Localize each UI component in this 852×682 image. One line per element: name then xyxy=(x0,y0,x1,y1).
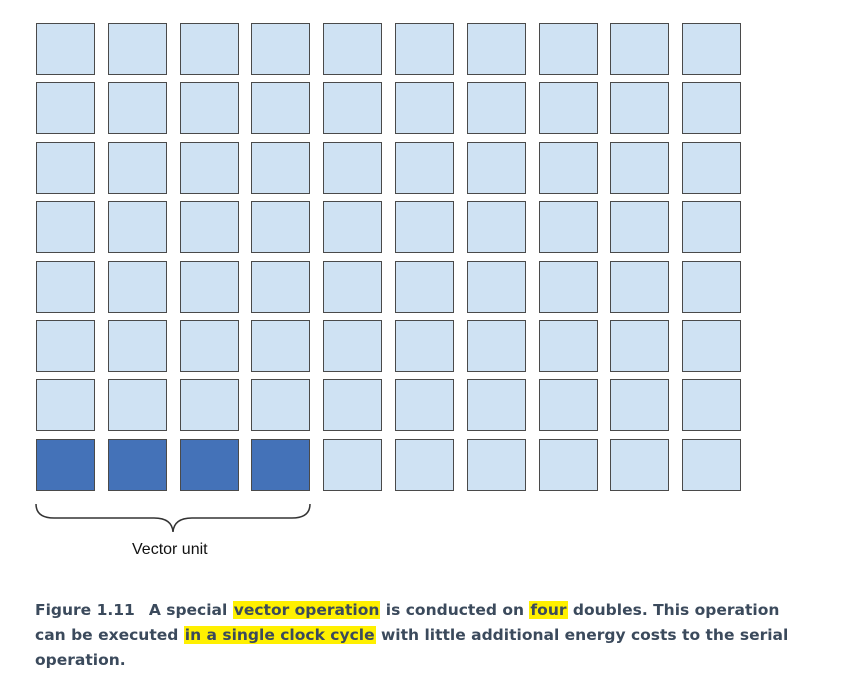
grid-cell xyxy=(682,82,742,135)
grid-cell xyxy=(610,320,670,372)
grid-cell xyxy=(323,23,383,75)
grid-cell xyxy=(323,201,383,254)
grid-cell xyxy=(251,141,311,194)
grid-cell xyxy=(395,201,454,254)
caption-highlight-four: four xyxy=(529,601,568,619)
grid-cell xyxy=(610,201,670,254)
grid-cell xyxy=(107,320,167,372)
grid-cell xyxy=(107,201,167,254)
grid-cell xyxy=(107,260,167,313)
grid-cell xyxy=(466,201,526,254)
grid-cell xyxy=(179,201,239,254)
grid-cell xyxy=(395,141,454,194)
grid-cell xyxy=(538,201,598,254)
grid-cell xyxy=(610,260,670,313)
grid-cell xyxy=(36,23,95,75)
grid-cell xyxy=(682,438,742,491)
vector-unit-cell xyxy=(36,438,95,491)
grid-cell xyxy=(251,23,311,75)
grid-cell xyxy=(682,320,742,372)
grid-cell xyxy=(36,379,95,432)
grid-cell xyxy=(395,260,454,313)
vector-unit-cell xyxy=(107,438,167,491)
grid-cell xyxy=(538,379,598,432)
grid-cell xyxy=(323,320,383,372)
grid-cell xyxy=(466,82,526,135)
grid-cell xyxy=(107,379,167,432)
grid-cell xyxy=(36,320,95,372)
grid-cell xyxy=(538,260,598,313)
grid-cell xyxy=(538,320,598,372)
grid-cell xyxy=(179,379,239,432)
grid-cell xyxy=(179,320,239,372)
grid-cell xyxy=(610,438,670,491)
grid-cell xyxy=(179,23,239,75)
grid-cell xyxy=(538,438,598,491)
processor-grid xyxy=(36,23,742,494)
caption-text-2: is conducted on xyxy=(380,601,530,619)
grid-cell xyxy=(251,260,311,313)
grid-cell xyxy=(610,379,670,432)
grid-cell xyxy=(466,320,526,372)
grid-cell xyxy=(323,379,383,432)
grid-cell xyxy=(466,141,526,194)
vector-unit-cell xyxy=(179,438,239,491)
grid-cell xyxy=(682,141,742,194)
grid-cell xyxy=(466,379,526,432)
grid-cell xyxy=(466,23,526,75)
caption-text-4: with little additional energy costs to t… xyxy=(35,626,789,669)
grid-cell xyxy=(395,379,454,432)
grid-cell xyxy=(251,320,311,372)
vector-unit-brace xyxy=(35,503,311,533)
grid-cell xyxy=(610,23,670,75)
grid-cell xyxy=(610,141,670,194)
caption-highlight-single-clock-cycle: in a single clock cycle xyxy=(183,626,376,644)
grid-cell xyxy=(36,201,95,254)
vector-unit-cell xyxy=(251,438,311,491)
grid-cell xyxy=(323,141,383,194)
grid-cell xyxy=(538,141,598,194)
figure-caption: Figure 1.11 A special vector operation is… xyxy=(35,598,795,673)
grid-cell xyxy=(251,201,311,254)
caption-text-1: A special xyxy=(148,601,233,619)
grid-cell xyxy=(251,379,311,432)
grid-cell xyxy=(682,260,742,313)
grid-cell xyxy=(682,23,742,75)
grid-cell xyxy=(107,82,167,135)
grid-cell xyxy=(538,23,598,75)
grid-cell xyxy=(395,23,454,75)
grid-cell xyxy=(179,260,239,313)
grid-cell xyxy=(107,23,167,75)
grid-cell xyxy=(610,82,670,135)
grid-cell xyxy=(323,82,383,135)
caption-highlight-vector-operation: vector operation xyxy=(232,601,381,619)
grid-cell xyxy=(107,141,167,194)
grid-cell xyxy=(36,82,95,135)
grid-cell xyxy=(36,260,95,313)
grid-cell xyxy=(251,82,311,135)
grid-cell xyxy=(395,82,454,135)
figure-number: Figure 1.11 xyxy=(35,601,135,619)
grid-cell xyxy=(395,320,454,372)
grid-cell xyxy=(323,260,383,313)
grid-cell xyxy=(179,141,239,194)
grid-cell xyxy=(36,141,95,194)
caption-text-3: doubles. This operation can be executed xyxy=(35,601,780,644)
grid-cell xyxy=(395,438,454,491)
grid-cell xyxy=(466,260,526,313)
grid-cell xyxy=(538,82,598,135)
grid-cell xyxy=(682,379,742,432)
grid-cell xyxy=(179,82,239,135)
grid-cell xyxy=(323,438,383,491)
grid-cell xyxy=(682,201,742,254)
grid-cell xyxy=(466,438,526,491)
vector-unit-label: Vector unit xyxy=(132,541,208,558)
